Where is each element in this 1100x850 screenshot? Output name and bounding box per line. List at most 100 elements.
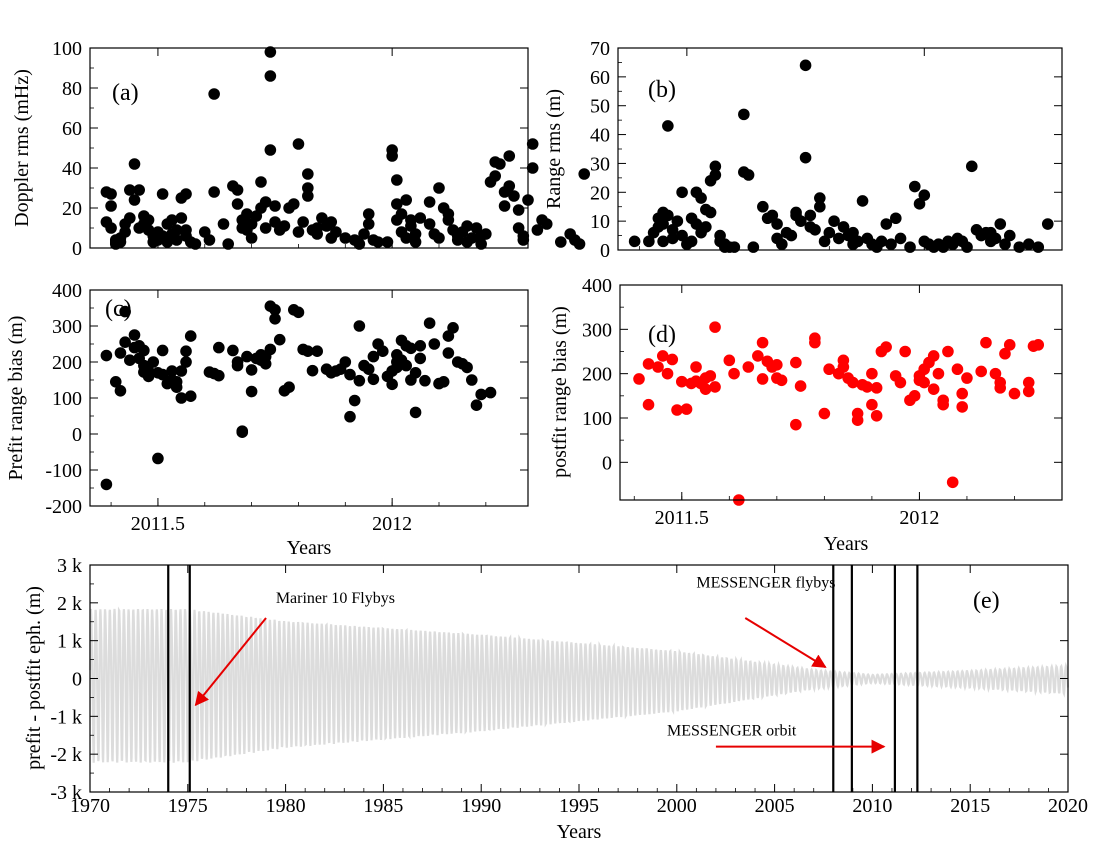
panel-a-point [461,220,473,232]
panel-c-ticks: -200 -100 0 100 200 300 400 2011.5 2012 [45,280,528,535]
panel-c-point [175,365,188,377]
panel-a-point [531,224,544,236]
panel-e-xtick-label: 1975 [168,795,208,817]
panel-a-point [124,184,136,196]
panel-a-point [475,230,487,242]
panel-c-point [465,374,478,386]
panel-b-ytick-label: 40 [590,125,610,147]
panel-a-point [217,218,230,230]
panel-d-point [642,358,655,370]
panel-c-point [180,356,192,368]
panel-a-point [175,212,188,224]
panel-a-point [503,150,516,162]
panel-b-point [671,215,684,227]
panel-d-point [699,383,712,395]
panel-a-point [540,218,553,230]
panel-e-label: (e) [973,588,1000,614]
panel-a-point [142,214,155,226]
panel-c-ylabel: Prefit range bias (m) [5,316,27,481]
panel-b-point [833,232,845,245]
panel-c-point [100,478,113,491]
panel-a-point [292,226,305,238]
panel-d-point [642,398,655,411]
panel-d-ytick-label: 0 [602,452,612,474]
panel-e-frame [89,564,1069,793]
panel-a-point [302,190,314,202]
panel-a-point [278,220,291,232]
panel-c: -200 -100 0 100 200 300 400 2011.5 2012 (c) Pref… [5,280,529,559]
panel-a-point [414,212,427,224]
panel-e-xlabel: Years [557,821,602,843]
panel-c-point [302,345,314,358]
panel-b-point [747,241,760,253]
panel-c-point [156,344,169,357]
panel-c-xtick-label: 2011.5 [131,513,185,535]
panel-d-point [704,370,717,382]
panel-c-point [400,359,413,372]
panel-a-ytick-label: 80 [62,78,82,100]
panel-d-label: (d) [648,322,676,348]
panel-a-point [400,194,413,206]
panel-d-point [847,376,859,389]
panel-c-point [348,394,361,407]
panel-a-ytick-label: 60 [62,118,82,140]
panel-b-ticks: 0 10 20 30 40 50 60 70 [590,38,1062,262]
panel-c-point [147,356,160,368]
panel-e-xtick-label: 2000 [657,795,697,817]
panel-a-point [287,198,300,210]
panel-a-point [302,168,314,180]
panel-b-point [814,200,826,213]
panel-e-ytick-label: 1 k [57,631,82,653]
panel-c-point [269,304,281,316]
panel-e-xtick-label: 1980 [266,795,306,817]
panel-a-point [508,190,520,202]
panel-c-point [231,359,244,372]
panel-c-point [184,330,197,342]
panel-b-ytick-label: 70 [590,38,610,60]
panel-b-ytick-label: 50 [590,96,610,118]
panel-a-point [269,200,281,212]
panel-d-point [870,382,883,394]
panel-c-point [461,361,473,374]
panel-b-point [704,206,717,219]
panel-c-point [152,452,164,465]
panel-c-point [170,381,183,394]
panel-b-ytick-label: 30 [590,153,610,175]
panel-d-point [675,375,688,388]
panel-c-point [166,365,178,377]
panel-b-point [856,195,869,207]
panel-a-point [297,216,309,228]
panel-e-xtick-label: 1970 [70,795,110,817]
panel-a-point [465,232,478,244]
panel-a-label: (a) [112,80,139,106]
panel-e-xtick-label: 1985 [363,795,403,817]
panel-b-point [643,235,655,248]
panel-a-point [264,144,277,156]
panel-d-point [927,383,940,395]
panel-b-point [771,218,783,230]
panel-b-point [776,238,788,251]
panel-d-point [932,367,945,380]
panel-a-point [489,170,502,182]
panel-d-point [851,407,864,420]
panel-d-point [709,381,721,393]
panel-c-ytick-label: 300 [52,316,82,338]
panel-a-point [423,196,436,208]
panel-b-point [837,221,850,233]
panel-c-point [138,344,150,357]
panel-a-point [526,138,539,150]
panel-c-xtick-label: 2012 [372,513,412,535]
panel-c-ytick-label: 100 [52,388,82,410]
panel-b-point [666,224,679,236]
panel-b-ytick-label: 20 [590,182,610,204]
panel-b-point [918,189,931,201]
panel-a-point [264,46,277,58]
panel-c-ytick-label: 0 [72,424,82,446]
panel-b-point [875,235,888,248]
panel-b-ylabel: Range rms (m) [543,89,565,209]
panel-c-point [344,368,356,381]
panel-c-point [114,385,127,397]
panel-c-point [353,320,366,332]
panel-a-point [245,232,258,244]
panel-c-point [114,347,127,359]
